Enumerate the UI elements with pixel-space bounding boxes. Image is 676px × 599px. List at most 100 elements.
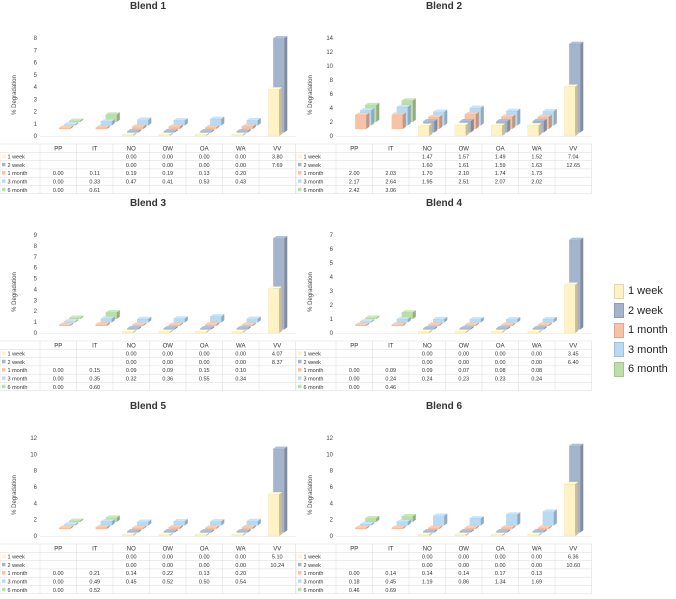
bar-top (168, 124, 184, 127)
chart-title: Blend 6 (426, 401, 463, 412)
bar-1-month-wa (537, 322, 553, 327)
bar-front (246, 520, 258, 526)
bar-side (553, 509, 557, 526)
bar-top (241, 124, 257, 127)
bar-6-month-pp (68, 118, 84, 123)
bar-top (490, 123, 506, 126)
table-value-label: 12.65 (566, 163, 580, 169)
table-value-label: 1.95 (422, 180, 433, 186)
bar-1-month-wa (537, 525, 553, 530)
bar-top (236, 528, 252, 532)
table-legend-key (2, 554, 6, 558)
bar-top (241, 525, 257, 528)
bar-2-week-oa (495, 325, 511, 330)
table-series-label: 1 month (304, 171, 324, 177)
bar-front (127, 328, 139, 330)
bar-2-week-ow (459, 325, 475, 330)
bar-top (359, 521, 375, 525)
y-tick-label: 2 (34, 309, 38, 315)
bar-top (542, 109, 558, 112)
table-value-label: 0.09 (126, 368, 137, 374)
legend-swatch-2-week (614, 303, 624, 318)
bar-top (63, 318, 79, 322)
bar-1-week-vv (563, 282, 579, 334)
bar-1-month-no (131, 124, 147, 130)
bar-2-week-oa (199, 528, 215, 533)
bar-front (205, 527, 217, 530)
bar-6-month-pp (68, 315, 84, 320)
bar-1-month-it (391, 112, 407, 130)
x-category-label: WA (532, 343, 541, 349)
y-axis-title: % Degradation (12, 475, 18, 515)
legend-item-1-week: 1 week (614, 282, 676, 300)
bar-side (371, 107, 375, 126)
table-value-label: 0.00 (495, 360, 506, 366)
chart-title: Blend 4 (426, 198, 463, 209)
table-value-label: 0.00 (458, 555, 469, 561)
table-value-label: 0.00 (422, 352, 433, 358)
bar-top (495, 528, 511, 532)
table-series-label: 6 month (304, 588, 324, 594)
bar-top (364, 315, 380, 318)
bar-1-month-pp (58, 525, 74, 530)
bar-front (200, 131, 212, 133)
bar-top (267, 87, 283, 90)
bar-side (480, 105, 484, 126)
bar-top (163, 128, 179, 132)
bar-top (68, 518, 84, 521)
bar-top (422, 325, 438, 329)
table-value-label: 0.21 (89, 571, 100, 577)
bar-top (236, 128, 252, 132)
bar-front (168, 126, 180, 130)
table-value-label: 0.24 (385, 377, 396, 383)
bar-2-week-wa (236, 528, 252, 533)
bar-front (241, 126, 253, 130)
bar-front (246, 318, 258, 323)
table-series-label: 3 month (8, 377, 28, 383)
bar-top (527, 329, 543, 332)
bar-front (231, 534, 243, 537)
bar-top (131, 525, 147, 528)
bar-1-week-wa (527, 122, 543, 137)
bar-top (427, 114, 443, 118)
bar-front (64, 124, 76, 126)
bar-front (537, 527, 549, 530)
bar-top (495, 325, 511, 329)
bar-front (122, 134, 134, 137)
x-category-label: VV (273, 343, 281, 349)
bar-front (95, 324, 107, 327)
bar-1-week-ow (158, 132, 174, 137)
bar-front (236, 531, 248, 533)
bar-side (548, 114, 552, 130)
bar-2-week-no (126, 128, 142, 133)
bar-top (231, 132, 247, 135)
bar-top (469, 516, 485, 519)
bar-top (391, 322, 407, 325)
x-category-label: WA (236, 146, 245, 152)
table-series-label: 1 week (304, 352, 322, 358)
bar-2-week-ow (163, 128, 179, 133)
bar-3-month-wa (246, 518, 262, 526)
table-value-label: 0.08 (495, 368, 506, 374)
bar-front (122, 534, 134, 537)
bar-front (469, 319, 481, 323)
bar-side (575, 84, 579, 137)
table-value-label: 0.00 (199, 155, 210, 161)
y-tick-label: 1 (34, 122, 38, 128)
bar-1-week-no (417, 532, 433, 537)
chart-panel-6: Blend 6 % Degradation 0 2 4 6 8 10 12 PP IT NO OW OA W… (295, 401, 592, 595)
table-value-label: 7.04 (568, 155, 579, 161)
table-value-label: 0.00 (199, 555, 210, 561)
bar-front (542, 318, 554, 323)
y-tick-label: 2 (330, 120, 334, 126)
y-tick-label: 6 (34, 266, 38, 272)
legend-item-3-month: 3 month (614, 341, 676, 359)
bar-front (69, 520, 81, 523)
bar-side (284, 446, 288, 533)
bar-1-month-pp (58, 322, 74, 327)
table-value-label: 0.00 (53, 588, 64, 594)
bar-top (272, 446, 288, 450)
bar-top (173, 118, 189, 121)
bar-front (491, 125, 503, 137)
bar-front (496, 531, 508, 533)
